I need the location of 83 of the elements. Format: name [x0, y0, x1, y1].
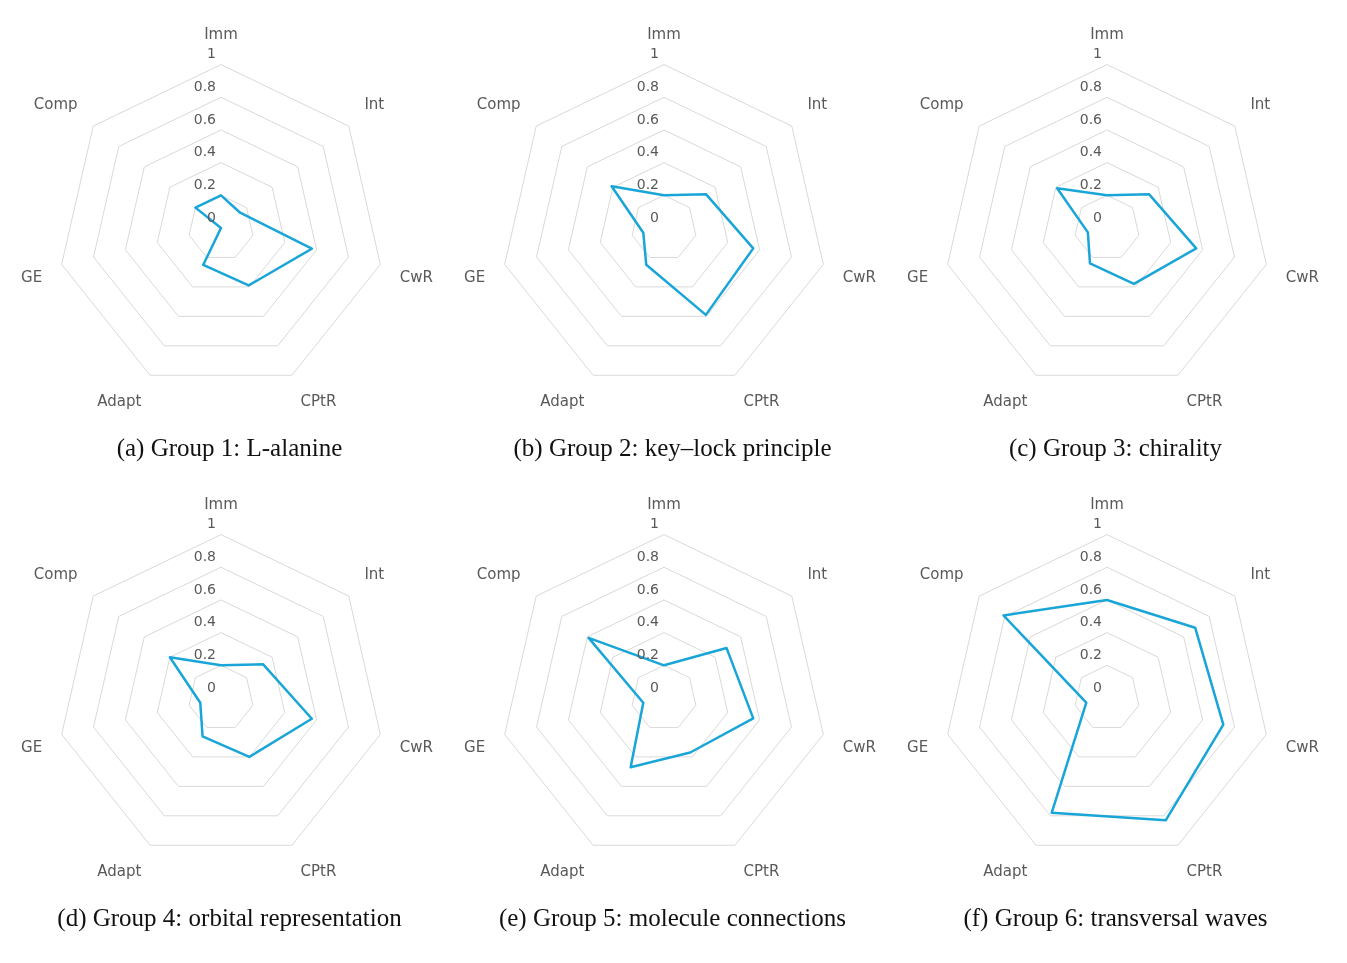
spoke-label: CPtR: [743, 392, 780, 411]
spoke-label: GE: [464, 737, 486, 756]
spoke-label: GE: [21, 737, 43, 756]
y-tick-label: 0: [1093, 678, 1102, 695]
y-tick-label: 0: [650, 208, 659, 225]
y-tick-label: 0.6: [1079, 580, 1103, 597]
spoke-label: Comp: [919, 564, 964, 583]
text: (d) Group 4: orbital representation: [56, 903, 403, 934]
spoke-label: Comp: [33, 564, 78, 583]
y-tick-label: 0.4: [1079, 613, 1103, 630]
y-tick-label: 0.8: [636, 77, 659, 94]
spoke-label: CwR: [842, 737, 877, 756]
y-tick-label: 0.8: [193, 547, 216, 564]
spoke-label: GE: [907, 267, 929, 286]
spoke-label: Int: [1250, 564, 1271, 583]
y-tick-label: 0.8: [193, 77, 216, 94]
spoke-label: CPtR: [300, 862, 337, 881]
y-tick-label: 0.2: [1079, 645, 1102, 662]
spoke-label: CwR: [1285, 267, 1320, 286]
spoke-label: Imm: [204, 495, 238, 514]
y-tick-label: 0.2: [1079, 175, 1102, 192]
text: (c) Group 3: chirality: [1007, 433, 1224, 464]
spoke-label: Comp: [33, 94, 78, 113]
y-tick-label: 0.2: [193, 645, 216, 662]
y-tick-label: 0.8: [636, 547, 659, 564]
spoke-label: Int: [1250, 94, 1271, 113]
y-tick-label: 1: [650, 515, 659, 532]
spoke-label: Comp: [919, 94, 964, 113]
spoke-label: GE: [464, 267, 486, 286]
spoke-label: Int: [364, 94, 385, 113]
spoke-label: Imm: [204, 25, 238, 44]
spoke-label: Adapt: [983, 862, 1028, 881]
spoke-label: Int: [364, 564, 385, 583]
y-tick-label: 0.2: [636, 645, 659, 662]
y-tick-label: 0.6: [636, 110, 660, 127]
spoke-label: Imm: [1090, 25, 1124, 44]
spoke-label: CPtR: [300, 392, 337, 411]
spoke-label: CPtR: [1186, 862, 1223, 881]
y-tick-label: 0.8: [1079, 547, 1102, 564]
y-tick-label: 0.6: [1079, 110, 1103, 127]
y-tick-label: 0.6: [636, 580, 660, 597]
spoke-label: Imm: [647, 495, 681, 514]
y-tick-label: 0.8: [1079, 77, 1102, 94]
y-tick-label: 0: [207, 678, 216, 695]
spoke-label: Adapt: [97, 862, 142, 881]
spoke-label: GE: [907, 737, 929, 756]
y-tick-label: 1: [650, 45, 659, 62]
y-tick-label: 0.4: [193, 143, 217, 160]
spoke-label: Int: [807, 564, 828, 583]
spoke-label: Adapt: [540, 862, 585, 881]
text: (a) Group 1: L-alanine: [115, 433, 344, 463]
y-tick-label: 1: [1093, 515, 1102, 532]
y-tick-label: 0.6: [193, 110, 217, 127]
y-tick-label: 1: [207, 515, 216, 532]
text: (f) Group 6: transversal waves: [962, 903, 1269, 934]
y-tick-label: 1: [207, 45, 216, 62]
y-tick-label: 0.4: [1079, 143, 1103, 160]
spoke-label: Adapt: [983, 392, 1028, 411]
y-tick-label: 0.2: [636, 175, 659, 192]
spoke-label: Int: [807, 94, 828, 113]
spoke-label: CPtR: [1186, 392, 1223, 411]
spoke-label: CwR: [399, 267, 434, 286]
y-tick-label: 0.6: [193, 580, 217, 597]
y-tick-label: 0.4: [636, 613, 660, 630]
y-tick-label: 0: [650, 678, 659, 695]
spoke-label: Imm: [647, 25, 681, 44]
spoke-label: CwR: [842, 267, 877, 286]
text: (e) Group 5: molecule connections: [497, 903, 848, 934]
spoke-label: GE: [21, 267, 43, 286]
y-tick-label: 1: [1093, 45, 1102, 62]
spoke-label: CwR: [399, 737, 434, 756]
spoke-label: CPtR: [743, 862, 780, 881]
spoke-label: Comp: [476, 94, 521, 113]
spoke-label: CwR: [1285, 737, 1320, 756]
y-tick-label: 0.2: [193, 175, 216, 192]
text: (b) Group 2: key–lock principle: [512, 433, 833, 464]
y-tick-label: 0.4: [193, 613, 217, 630]
spoke-label: Imm: [1090, 495, 1124, 514]
spoke-label: Adapt: [540, 392, 585, 411]
spoke-label: Comp: [476, 564, 521, 583]
y-tick-label: 0.4: [636, 143, 660, 160]
spoke-label: Adapt: [97, 392, 142, 411]
y-tick-label: 0: [1093, 208, 1102, 225]
